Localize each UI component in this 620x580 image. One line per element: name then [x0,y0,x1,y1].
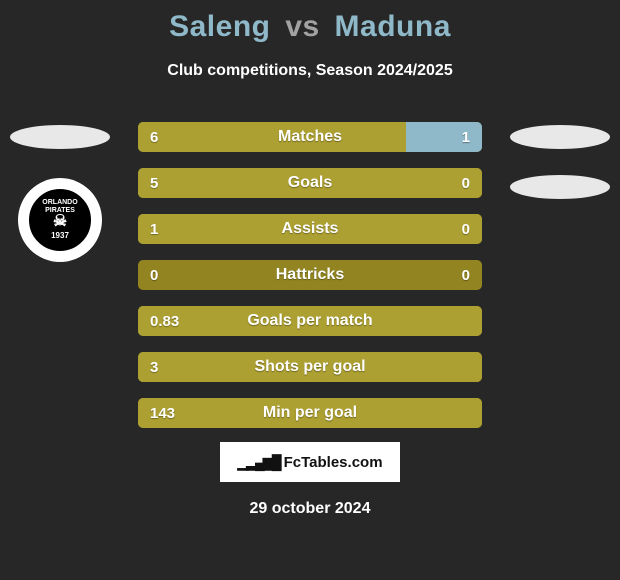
card-date: 29 october 2024 [0,500,620,518]
stat-row: 10Assists [138,214,482,244]
player1-name: Saleng [169,10,270,43]
vs-label: vs [285,10,319,43]
stat-label: Min per goal [138,398,482,428]
stat-row: 0.83Goals per match [138,306,482,336]
player2-name: Maduna [335,10,451,43]
stat-label: Goals per match [138,306,482,336]
crest-year: 1937 [51,232,69,241]
player2-photo-placeholder-2 [510,175,610,199]
stat-row: 3Shots per goal [138,352,482,382]
source-logo: ▁▂▄▆█ FcTables.com [220,442,400,482]
comparison-card: Saleng vs Maduna Club competitions, Seas… [0,0,620,580]
crest-skull-icon: ☠ [53,214,67,230]
card-title: Saleng vs Maduna [0,10,620,44]
subtitle: Club competitions, Season 2024/2025 [0,62,620,80]
player1-photo-placeholder [10,125,110,149]
stat-label: Assists [138,214,482,244]
source-logo-text: FcTables.com [284,454,383,471]
crest-top-text: ORLANDO PIRATES [29,199,91,214]
stat-row: 61Matches [138,122,482,152]
stat-rows: 61Matches 50Goals 10Assists 00Hattricks 0.83… [138,122,482,444]
club-crest-inner: ORLANDO PIRATES ☠ 1937 [26,186,94,254]
player2-photo-placeholder-1 [510,125,610,149]
stat-label: Shots per goal [138,352,482,382]
stat-row: 143Min per goal [138,398,482,428]
stat-row: 00Hattricks [138,260,482,290]
stat-label: Hattricks [138,260,482,290]
stat-label: Goals [138,168,482,198]
logo-chart-icon: ▁▂▄▆█ [237,454,279,471]
club-crest: ORLANDO PIRATES ☠ 1937 [18,178,102,262]
stat-row: 50Goals [138,168,482,198]
stat-label: Matches [138,122,482,152]
